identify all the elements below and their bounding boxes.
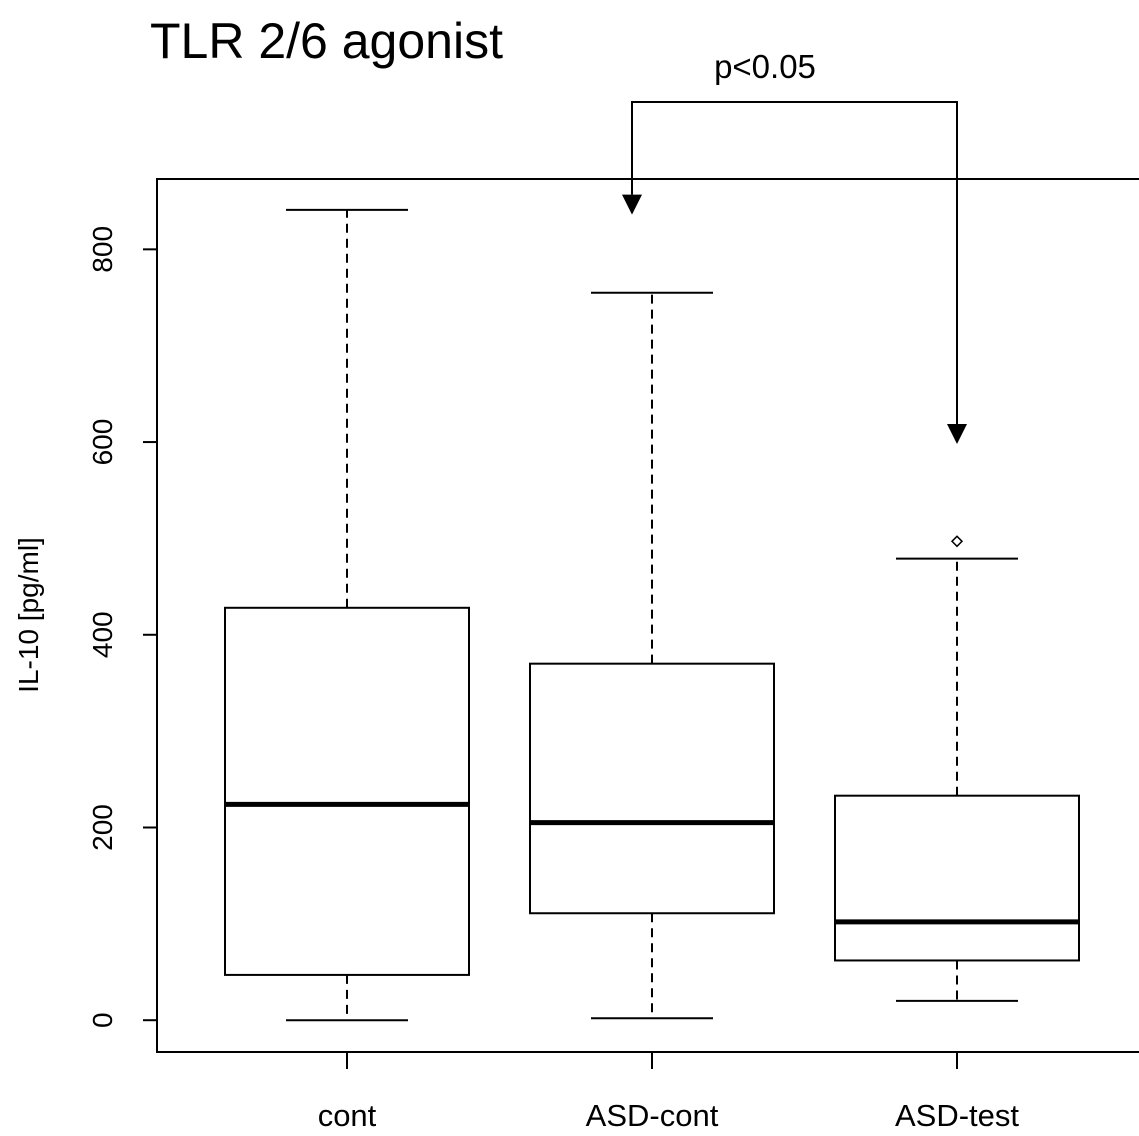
- arrowhead-ASD-test: [947, 423, 967, 444]
- y-tick-label-400: 400: [87, 611, 118, 658]
- x-tick-label-ASD-test: ASD-test: [895, 1098, 1019, 1131]
- x-tick-label-cont: cont: [318, 1098, 377, 1131]
- box-cont: [224, 606, 470, 976]
- plot-frame: [156, 178, 1139, 1053]
- x-tick-label-ASD-cont: ASD-cont: [586, 1098, 719, 1131]
- y-tick-label-200: 200: [87, 804, 118, 851]
- arrowhead-ASD-cont: [622, 194, 642, 215]
- box-ASD-test: [834, 794, 1080, 962]
- y-axis-label: IL-10 [pg/ml]: [13, 537, 44, 693]
- y-tick-label-600: 600: [87, 419, 118, 466]
- significance-bracket: [631, 101, 958, 424]
- significance-label: p<0.05: [714, 48, 816, 85]
- chart-title: TLR 2/6 agonist: [150, 13, 503, 69]
- y-tick-label-800: 800: [87, 226, 118, 273]
- outlier-ASD-test-0: [950, 535, 964, 548]
- box-ASD-cont: [529, 662, 775, 915]
- y-tick-label-0: 0: [87, 1012, 118, 1028]
